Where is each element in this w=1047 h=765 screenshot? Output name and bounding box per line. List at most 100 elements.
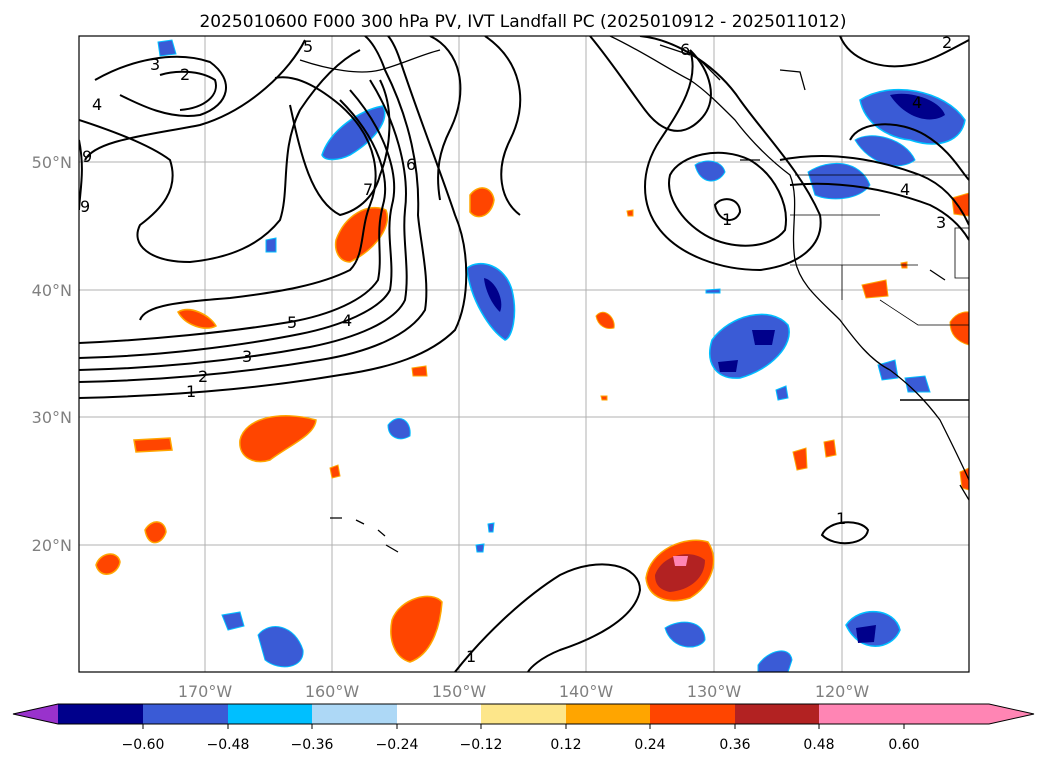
pv-label: 7: [363, 180, 373, 199]
pv-label: 5: [287, 313, 297, 332]
colorbar-extend-high: [904, 704, 1034, 724]
lat-label-40n: 40°N: [32, 281, 72, 300]
colorbar-tick-label: −0.48: [207, 737, 250, 753]
ivt-negative-area: [466, 262, 516, 341]
hawaiian-islands: [330, 517, 399, 553]
ivt-positive-area: [176, 308, 218, 329]
colorbar-tick-label: −0.12: [460, 737, 503, 753]
ivt-negative-area: [904, 375, 931, 393]
ivt-positive-area: [469, 187, 495, 218]
ivt-positive-area: [823, 439, 837, 458]
ivt-positive-area: [595, 311, 615, 329]
colorbar-extend-low: [13, 704, 58, 724]
lon-label-150w: 150°W: [432, 682, 487, 701]
pv-contour-4d: [668, 151, 787, 247]
pv-contour-3: [79, 79, 408, 371]
colorbar-tick-label: −0.60: [122, 737, 165, 753]
colorbar-segment: [481, 704, 566, 724]
ivt-negative-area: [694, 160, 726, 182]
colorbar-segment: [819, 704, 904, 724]
pv-contour-1c: [454, 563, 642, 672]
longitude-labels: 170°W 160°W 150°W 140°W 130°W 120°W: [178, 682, 870, 701]
ivt-negative-area: [705, 288, 721, 294]
coastline-west-america: [609, 36, 969, 481]
ivt-positive-area: [951, 192, 969, 217]
pv-label: 1: [466, 647, 476, 666]
pv-contour-9a: [84, 39, 306, 161]
pv-contour-3c: [639, 36, 822, 272]
colorbar-segment: [143, 704, 228, 724]
ivt-negative-core: [856, 625, 876, 643]
ivt-positive-area: [390, 595, 443, 663]
ivt-negative-area: [475, 543, 485, 553]
pv-contour-4g: [839, 36, 969, 68]
lat-label-30n: 30°N: [32, 408, 72, 427]
pv-contours: [79, 36, 969, 672]
pv-contour-5c: [849, 123, 969, 181]
colorbar-segment: [735, 704, 819, 724]
pv-contour-3d: [779, 155, 969, 226]
coastlines: [299, 36, 969, 553]
ivt-positive-area: [329, 464, 341, 479]
lat-label-20n: 20°N: [32, 536, 72, 555]
lat-label-50n: 50°N: [32, 153, 72, 172]
pv-contour-6b: [289, 79, 391, 217]
colorbar-segment: [566, 704, 650, 724]
colorbar-tick-label: 0.12: [550, 737, 581, 753]
pv-contour-7: [429, 36, 462, 201]
ivt-negative-area: [854, 135, 916, 167]
pv-contour-labels: 1 2 3 4 5 6 7 1 2 3 4 5 6 9 9 1 1 2 4 3: [80, 36, 952, 666]
lon-label-160w: 160°W: [305, 682, 360, 701]
pv-label: 4: [342, 311, 352, 330]
ivt-negative-core: [718, 360, 738, 372]
pv-label: 5: [303, 37, 313, 56]
ivt-positive-area: [95, 553, 121, 575]
pv-label: 1: [722, 210, 732, 229]
colorbar-segment: [58, 704, 143, 724]
political-borders: [790, 174, 969, 326]
colorbar-tick-label: 0.24: [634, 737, 665, 753]
pv-contour-4c: [589, 36, 712, 132]
latitude-labels: 50°N 40°N 30°N 20°N: [32, 153, 72, 555]
colorbar-tick-label: −0.24: [376, 737, 419, 753]
ivt-negative-area: [757, 650, 793, 672]
ivt-positive-area: [861, 279, 889, 299]
colorbar-outline: [12, 703, 1035, 725]
pv-label: 2: [180, 65, 190, 84]
coastline-aleutians: [299, 49, 441, 73]
pv-label: 3: [936, 213, 946, 232]
pv-label: 4: [900, 180, 910, 199]
pv-contour-2b: [159, 70, 217, 111]
lon-label-130w: 130°W: [687, 682, 742, 701]
lon-label-140w: 140°W: [559, 682, 614, 701]
ivt-negative-core: [752, 330, 775, 345]
colorbar-tick-label: 0.48: [803, 737, 834, 753]
pv-label: 1: [186, 382, 196, 401]
lon-label-120w: 120°W: [815, 682, 870, 701]
ivt-negative-area: [221, 611, 245, 631]
map-frame: [78, 35, 970, 673]
ivt-negative-area: [807, 162, 871, 200]
ivt-negative-area: [664, 621, 706, 648]
ivt-positive-area: [949, 311, 969, 346]
ivt-positive-area: [792, 447, 808, 471]
ivt-positive-area: [626, 209, 634, 217]
pv-contour-4: [79, 89, 396, 359]
pv-label: 9: [82, 147, 92, 166]
map-background: [79, 36, 969, 672]
pv-label: 4: [92, 95, 102, 114]
ivt-negative-core: [484, 278, 502, 312]
ivt-negative-area: [487, 522, 495, 533]
pv-label: 6: [406, 155, 416, 174]
lon-label-170w: 170°W: [178, 682, 233, 701]
pv-label: 1: [836, 509, 846, 528]
ivt-positive-area: [600, 395, 608, 401]
colorbar: −0.60 −0.48 −0.36 −0.24 −0.12 0.12 0.24 …: [12, 703, 1035, 753]
pv-contour-4e: [713, 198, 742, 221]
ivt-negative-area: [157, 39, 177, 57]
pv-contour-1b: [820, 521, 870, 545]
ivt-negative-core: [890, 93, 945, 120]
colorbar-tick-label: 0.36: [719, 737, 750, 753]
political-borders: [954, 227, 969, 279]
